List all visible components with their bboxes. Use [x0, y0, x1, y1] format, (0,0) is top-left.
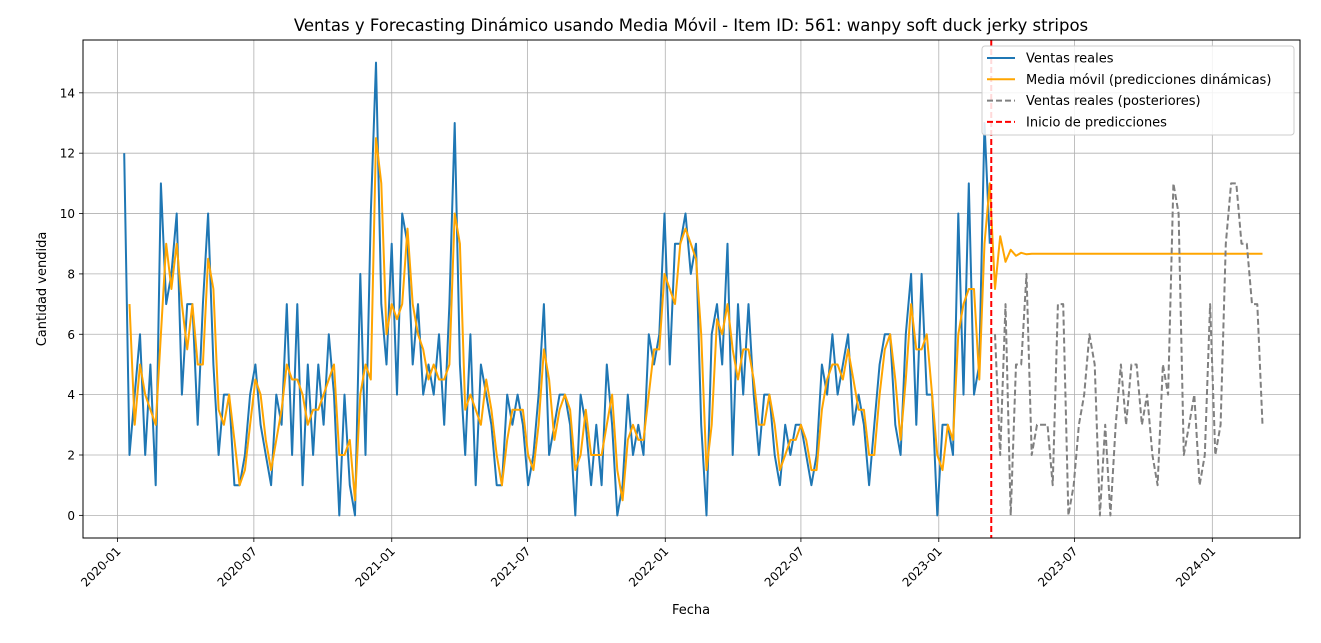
actual-sales-line: [123, 61, 991, 517]
x-axis-label: Fecha: [672, 603, 710, 618]
series-layer: [123, 61, 1264, 517]
y-axis-label: Cantidad vendida: [35, 232, 50, 347]
y-tick-label: 14: [60, 86, 75, 100]
legend-label: Ventas reales: [1026, 52, 1114, 67]
legend-box: [981, 45, 1295, 136]
legend-label: Media móvil (predicciones dinámicas): [1026, 73, 1271, 88]
y-tick-label: 8: [67, 267, 75, 281]
y-tick-label: 12: [60, 147, 75, 161]
legend-label: Ventas reales (posteriores): [1026, 94, 1201, 109]
y-tick-label: 6: [67, 328, 75, 342]
legend-label: Inicio de predicciones: [1026, 115, 1167, 130]
legend: Ventas reales Media móvil (predicciones d…: [981, 45, 1295, 136]
axes-frame: [82, 39, 1301, 539]
y-tick-label: 0: [67, 509, 75, 523]
y-tick-label: 2: [67, 449, 75, 463]
later-sales-line: [994, 182, 1264, 517]
chart-title: Ventas y Forecasting Dinámico usando Med…: [294, 16, 1088, 35]
grid-lines: [83, 40, 1300, 538]
y-tick-label: 4: [67, 388, 75, 402]
y-tick-label: 10: [60, 207, 75, 221]
moving-average-line: [128, 137, 1263, 502]
